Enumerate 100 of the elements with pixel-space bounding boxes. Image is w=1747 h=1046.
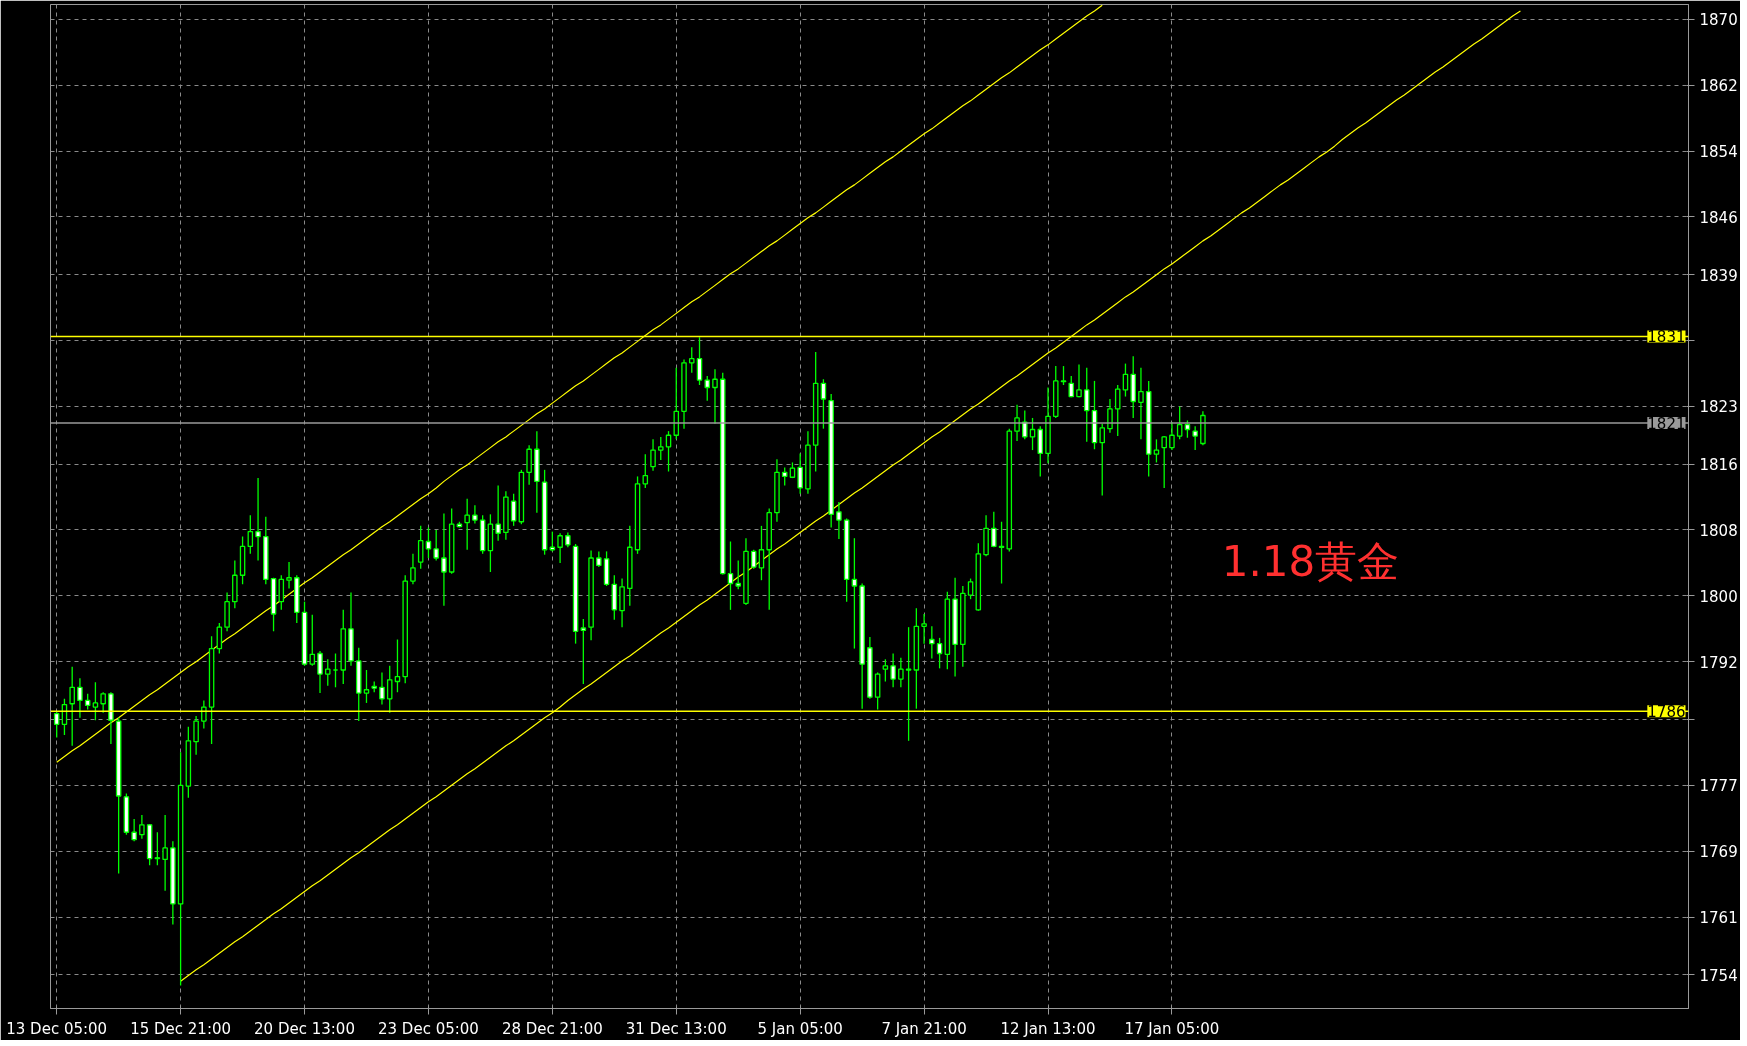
y-tick-label: 1870: [1699, 11, 1738, 30]
candlestick: [898, 656, 904, 688]
candlestick: [890, 652, 896, 688]
candlestick: [131, 818, 137, 842]
candlestick: [154, 831, 161, 866]
candlestick: [433, 529, 439, 562]
candlestick: [1153, 438, 1160, 464]
candlestick: [100, 691, 106, 714]
candlestick: [936, 637, 943, 669]
candlestick: [797, 452, 803, 495]
candlestick: [1022, 409, 1028, 441]
candlestick: [363, 669, 370, 704]
y-tick-label: 1854: [1699, 143, 1738, 162]
ref-line-label: 1821: [1647, 414, 1686, 433]
x-tick-label: 7 Jan 21:00: [881, 1019, 967, 1038]
x-tick-label: 5 Jan 05:00: [757, 1019, 843, 1038]
candlestick: [1107, 398, 1113, 434]
candlestick: [1192, 425, 1198, 451]
candlestick: [1083, 367, 1090, 443]
candlestick: [139, 814, 145, 840]
candlestick: [1099, 423, 1106, 497]
x-tick-label: 23 Dec 05:00: [378, 1019, 479, 1038]
candlestick: [77, 677, 83, 719]
candlestick: [836, 501, 842, 540]
candlestick: [1014, 404, 1020, 442]
y-tick-label: 1769: [1699, 843, 1738, 862]
candlestick: [557, 532, 563, 564]
candlestick: [851, 537, 858, 650]
y-tick-label: 1761: [1699, 909, 1738, 928]
candlestick: [650, 438, 656, 472]
y-tick-label: 1862: [1699, 77, 1738, 96]
candlestick: [526, 444, 532, 486]
candlestick: [882, 658, 889, 683]
candlestick: [658, 436, 664, 461]
candlestick: [324, 658, 331, 687]
y-tick-label: 1816: [1699, 456, 1738, 475]
candlestick: [247, 514, 254, 555]
candlestick: [317, 650, 323, 694]
candlestick: [193, 715, 199, 756]
candlestick: [417, 525, 424, 570]
candlestick: [162, 814, 168, 892]
candlestick: [905, 626, 912, 742]
candlestick: [750, 549, 757, 570]
candlestick: [991, 511, 997, 548]
candlestick: [1076, 363, 1082, 399]
candlestick: [967, 577, 974, 600]
x-tick-label: 20 Dec 13:00: [254, 1019, 355, 1038]
candlestick: [929, 625, 935, 660]
candlestick: [410, 553, 416, 585]
candlestick: [712, 368, 718, 425]
candlestick: [735, 559, 742, 590]
candlestick: [998, 521, 1005, 585]
candlestick: [472, 504, 478, 525]
candlestick: [425, 526, 432, 559]
candlestick: [394, 638, 401, 693]
candlestick: [580, 618, 587, 685]
candlestick: [510, 493, 517, 527]
candlestick: [619, 577, 625, 628]
candlestick: [921, 613, 927, 645]
candlestick: [92, 681, 99, 721]
candlestick: [1029, 417, 1036, 451]
ref-line-label: 1831: [1647, 328, 1686, 347]
candlestick: [53, 710, 60, 739]
candlestick: [727, 540, 734, 611]
candlestick: [286, 561, 292, 590]
candlestick: [1169, 421, 1175, 451]
ref-line-label: 1786: [1647, 703, 1686, 722]
candlestick: [255, 477, 261, 562]
candlestick: [874, 671, 881, 711]
candlestick: [642, 453, 649, 489]
x-tick-label: 17 Jan 05:00: [1124, 1019, 1220, 1038]
y-tick-label: 1823: [1699, 398, 1738, 417]
candlestick: [1122, 362, 1129, 398]
candlestick: [441, 512, 447, 607]
candlestick: [379, 671, 385, 706]
x-tick-label: 28 Dec 21:00: [501, 1019, 603, 1038]
annotation: 1.18黄金: [1221, 537, 1400, 587]
y-tick-label: 1846: [1699, 209, 1738, 227]
candlestick: [69, 666, 75, 747]
candlestick: [1114, 384, 1121, 437]
x-tick-label: 31 Dec 13:00: [625, 1019, 727, 1038]
candlestick: [1037, 425, 1044, 478]
x-tick-label: 15 Dec 21:00: [130, 1019, 232, 1038]
candlestick: [758, 525, 765, 581]
y-tick-label: 1839: [1699, 266, 1738, 285]
y-tick-label: 1800: [1699, 587, 1738, 606]
candlestick: [820, 378, 827, 430]
candlestick: [495, 484, 501, 542]
candlestick: [696, 336, 703, 386]
candlestick: [1161, 435, 1167, 489]
y-tick-label: 1754: [1699, 966, 1738, 985]
y-tick-label: 1808: [1699, 521, 1738, 540]
candlestick: [673, 367, 680, 441]
candlestick: [201, 699, 207, 730]
candlestick: [332, 652, 339, 688]
candlestick: [386, 665, 393, 714]
x-tick-label: 12 Jan 13:00: [1000, 1019, 1096, 1038]
candlestick: [1176, 405, 1183, 441]
candlestick: [1060, 365, 1067, 386]
y-tick-label: 1777: [1699, 777, 1738, 796]
